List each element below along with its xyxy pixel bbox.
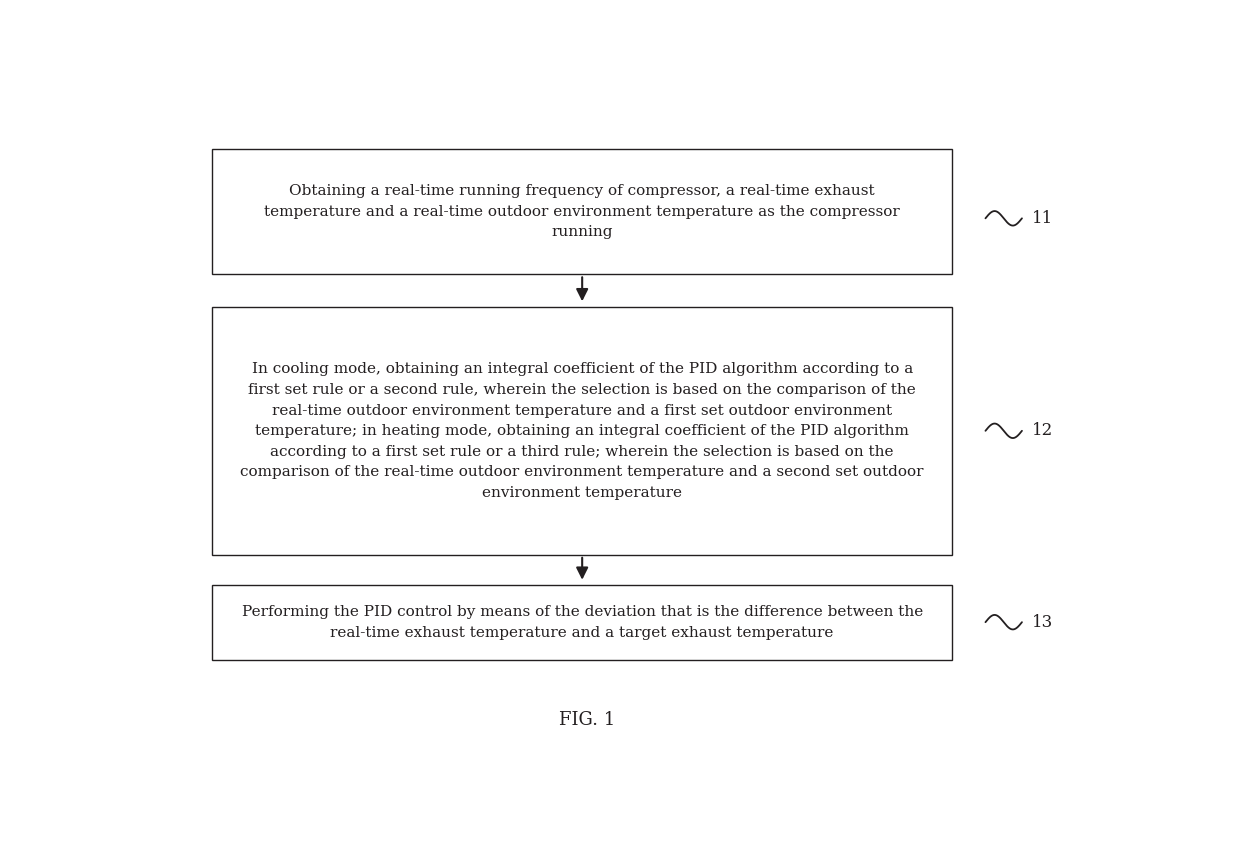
Text: Obtaining a real-time running frequency of compressor, a real-time exhaust
tempe: Obtaining a real-time running frequency … — [264, 184, 900, 239]
Text: 11: 11 — [1032, 210, 1053, 227]
Bar — [213, 149, 952, 274]
Bar — [213, 584, 952, 661]
Text: 13: 13 — [1032, 614, 1053, 631]
Text: Performing the PID control by means of the deviation that is the difference betw: Performing the PID control by means of t… — [242, 605, 923, 640]
Text: In cooling mode, obtaining an integral coefficient of the PID algorithm accordin: In cooling mode, obtaining an integral c… — [240, 363, 924, 500]
Text: FIG. 1: FIG. 1 — [559, 710, 615, 728]
Bar — [213, 308, 952, 554]
Text: 12: 12 — [1032, 423, 1053, 440]
